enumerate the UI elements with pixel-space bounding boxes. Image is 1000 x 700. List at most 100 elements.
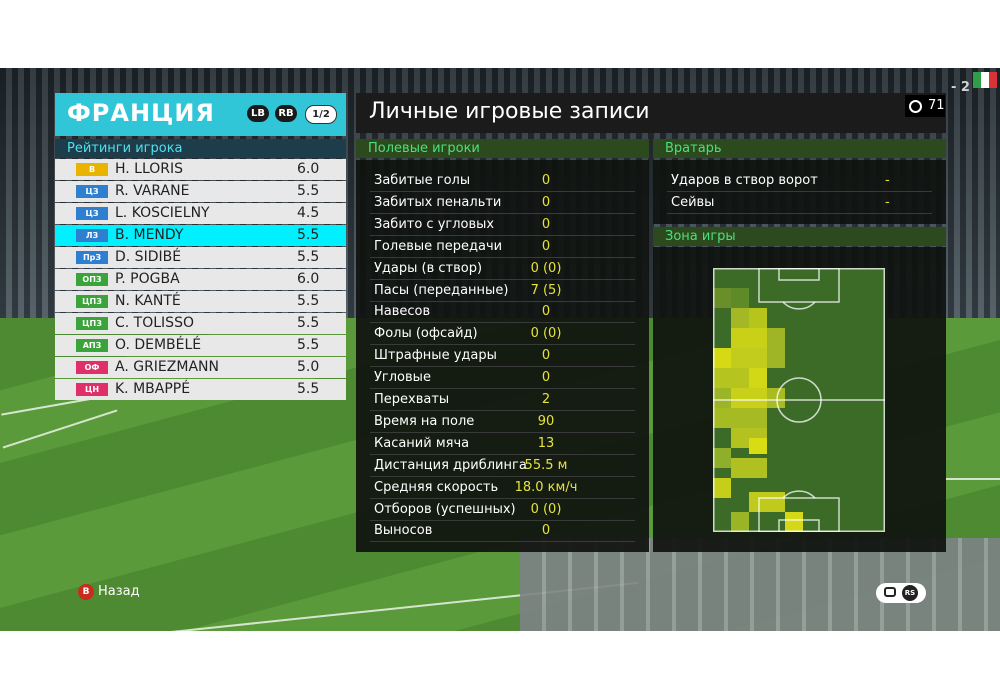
stat-row: Забито с угловых 0 <box>370 214 635 236</box>
player-rating: 5.5 <box>297 381 320 397</box>
player-row[interactable]: ЦПЗ C. TOLISSO 5.5 <box>55 313 346 334</box>
player-row[interactable]: В H. LLORIS 6.0 <box>55 159 346 180</box>
player-row[interactable]: АПЗ O. DEMBÉLÉ 5.5 <box>55 335 346 356</box>
player-row[interactable]: ЛЗ B. MENDY 5.5 <box>55 225 346 246</box>
rs-icon: RS <box>902 585 918 601</box>
stat-row: Дистанция дриблинга 55.5 м <box>370 455 635 477</box>
stat-label: Перехваты <box>374 392 450 407</box>
main-header: Личные игровые записи <box>356 93 946 133</box>
play-zone-header: Зона игры <box>653 227 946 246</box>
goalkeeper-stat-row: Ударов в створ ворот - <box>667 170 932 192</box>
stat-label: Голевые передачи <box>374 238 503 254</box>
stat-label: Средняя скорость <box>374 479 499 495</box>
stat-label: Выносов <box>374 523 433 539</box>
player-name: K. MBAPPÉ <box>115 381 191 397</box>
goalkeeper-stat-label: Ударов в створ ворот <box>671 173 818 188</box>
player-name: N. KANTÉ <box>115 293 181 309</box>
stat-label: Забито с угловых <box>374 216 495 232</box>
back-button[interactable]: B <box>78 584 94 600</box>
player-name: B. MENDY <box>115 227 184 243</box>
position-badge: ЦН <box>76 383 108 396</box>
stat-value: 0 <box>541 348 551 364</box>
player-row[interactable]: ОФ A. GRIEZMANN 5.0 <box>55 357 346 378</box>
goalkeeper-stat-label: Сейвы <box>671 195 715 210</box>
rs-button[interactable]: RS <box>876 583 926 603</box>
player-list: В H. LLORIS 6.0 ЦЗ R. VARANE 5.5 ЦЗ L. KOSCIELN… <box>55 159 346 401</box>
stat-value: 90 <box>537 413 555 429</box>
stat-label: Касаний мяча <box>374 435 470 451</box>
position-badge: ОФ <box>76 361 108 374</box>
stat-value: 2 <box>541 392 551 407</box>
stat-value: 7 (5) <box>530 282 562 298</box>
player-rating: 5.5 <box>297 183 320 199</box>
position-badge: ОПЗ <box>76 273 108 286</box>
goalkeeper-stat-row: Сейвы - <box>667 192 932 214</box>
stat-value: 0 (0) <box>530 260 562 276</box>
position-badge: ЦПЗ <box>76 317 108 330</box>
goalkeeper-stat-value: - <box>885 195 890 210</box>
stat-label: Время на поле <box>374 413 475 429</box>
team-header: ФРАНЦИЯ LB RB 1/2 <box>55 93 346 136</box>
chat-icon <box>884 587 896 597</box>
stat-value: 0 <box>541 216 551 232</box>
position-badge: АПЗ <box>76 339 108 352</box>
player-name: A. GRIEZMANN <box>115 359 219 375</box>
position-badge: ПрЗ <box>76 251 108 264</box>
stat-row: Отборов (успешных) 0 (0) <box>370 499 635 521</box>
position-badge: ЦЗ <box>76 185 108 198</box>
player-row[interactable]: ОПЗ P. POGBA 6.0 <box>55 269 346 290</box>
player-name: R. VARANE <box>115 183 190 199</box>
stat-row: Время на поле 90 <box>370 411 635 433</box>
player-name: C. TOLISSO <box>115 315 194 331</box>
stat-row: Забитые голы 0 <box>370 170 635 192</box>
stat-row: Выносов 0 <box>370 520 635 543</box>
page-indicator: 1/2 <box>305 105 337 124</box>
position-badge: ЦПЗ <box>76 295 108 308</box>
stat-row: Перехваты 2 <box>370 389 635 411</box>
stat-row: Голевые передачи 0 <box>370 236 635 258</box>
goalkeeper-stat-value: - <box>885 173 890 188</box>
stat-label: Забитые голы <box>374 173 471 188</box>
lb-button[interactable]: LB <box>247 105 269 122</box>
position-badge: В <box>76 163 108 176</box>
stat-row: Пасы (переданные) 7 (5) <box>370 280 635 302</box>
stat-label: Фолы (офсайд) <box>374 326 478 342</box>
stat-row: Навесов 0 <box>370 301 635 324</box>
position-badge: ЦЗ <box>76 207 108 220</box>
player-row[interactable]: ПрЗ D. SIDIBÉ 5.5 <box>55 247 346 268</box>
scoreboard-snippet: - 2 <box>951 80 970 95</box>
stat-value: 18.0 км/ч <box>514 479 578 495</box>
stat-value: 55.5 м <box>524 457 568 473</box>
player-row[interactable]: ЦПЗ N. KANTÉ 5.5 <box>55 291 346 312</box>
stat-row: Забитых пенальти 0 <box>370 192 635 214</box>
italy-flag-icon <box>973 72 997 88</box>
stat-value: 0 <box>541 304 551 320</box>
goalkeeper-stats-table: Ударов в створ ворот - Сейвы - <box>653 160 946 224</box>
player-row[interactable]: ЦЗ L. KOSCIELNY 4.5 <box>55 203 346 224</box>
stat-label: Навесов <box>374 304 431 320</box>
player-row[interactable]: ЦН K. MBAPPÉ 5.5 <box>55 379 346 400</box>
stat-label: Штрафные удары <box>374 348 497 364</box>
rb-button[interactable]: RB <box>275 105 297 122</box>
stat-label: Угловые <box>374 370 431 386</box>
stat-value: 0 <box>541 194 551 210</box>
player-row[interactable]: ЦЗ R. VARANE 5.5 <box>55 181 346 202</box>
stat-row: Угловые 0 <box>370 367 635 390</box>
stat-value: 0 (0) <box>530 501 562 517</box>
player-name: O. DEMBÉLÉ <box>115 337 202 353</box>
player-rating: 4.5 <box>297 205 320 221</box>
player-rating: 5.5 <box>297 227 320 243</box>
field-players-header: Полевые игроки <box>356 139 649 158</box>
stat-value: 0 <box>541 523 551 539</box>
stat-row: Удары (в створ) 0 (0) <box>370 258 635 280</box>
ratings-title: Рейтинги игрока <box>55 139 346 158</box>
goalkeeper-header: Вратарь <box>653 139 946 158</box>
position-badge: ЛЗ <box>76 229 108 242</box>
stat-label: Дистанция дриблинга <box>374 457 527 473</box>
clock-icon <box>909 100 922 113</box>
stat-row: Касаний мяча 13 <box>370 433 635 455</box>
player-rating: 5.5 <box>297 337 320 353</box>
back-label[interactable]: Назад <box>98 584 140 599</box>
player-name: L. KOSCIELNY <box>115 205 210 221</box>
pitch-line <box>945 478 1000 480</box>
